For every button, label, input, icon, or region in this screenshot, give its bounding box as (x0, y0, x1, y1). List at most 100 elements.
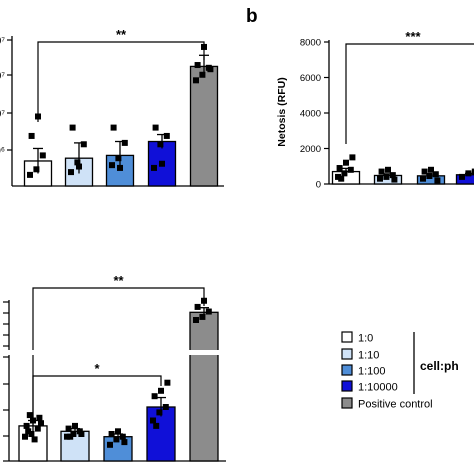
data-point (64, 433, 70, 440)
panel-b-chart: 0 2000 4000 6000 8000 *** (300, 29, 474, 191)
panel-b-y-tick-label: 6000 (300, 73, 321, 84)
data-point (150, 417, 156, 424)
panel-b-y-tick-label: 8000 (300, 38, 321, 49)
data-point (115, 155, 122, 162)
data-point (391, 176, 398, 183)
legend: 1:0 1:10 1:100 1:10000 Positive control cell:… (341, 331, 459, 411)
data-point (378, 168, 385, 175)
data-point (343, 159, 349, 166)
data-point (23, 422, 30, 429)
bar-5 (189, 65, 219, 187)
data-point (193, 317, 199, 323)
panel-b-y-tick-label: 4000 (300, 109, 321, 120)
data-point (471, 168, 474, 175)
data-point (156, 409, 163, 416)
data-point (164, 379, 171, 386)
panel-label-b: b (246, 6, 258, 27)
data-point (459, 173, 465, 180)
data-point (151, 393, 158, 400)
panel-a-y-tick-label: 10⁷ (0, 71, 5, 82)
significance-bracket-1 (345, 43, 474, 144)
data-point (194, 303, 201, 310)
legend-group-label: cell:ph (420, 359, 459, 373)
panel-c-chart: *** (0, 273, 226, 462)
data-point (65, 425, 72, 432)
data-point (121, 439, 128, 446)
data-point (121, 139, 128, 146)
data-point (341, 170, 348, 177)
data-point (383, 173, 390, 180)
data-point (207, 66, 214, 73)
data-point (389, 172, 396, 179)
data-point (119, 433, 126, 440)
significance-label-1: * (94, 361, 100, 376)
data-point (385, 166, 391, 173)
significance-label-1: *** (405, 29, 421, 44)
significance-bracket-1 (37, 41, 205, 122)
data-point (70, 431, 77, 437)
legend-label-2: 1:10 (358, 350, 379, 362)
data-point (28, 431, 35, 437)
data-point (78, 431, 85, 437)
legend-label-5: Positive control (358, 399, 433, 411)
data-point (25, 428, 32, 435)
panel-a-chart: 10⁷ 10⁷ 10⁷ 10⁶ ** (0, 27, 224, 187)
panel-b-y-tick-label: 0 (316, 180, 321, 191)
data-point (74, 159, 81, 166)
legend-label-4: 1:10000 (358, 382, 398, 394)
data-point (338, 175, 345, 182)
data-point (68, 169, 74, 176)
data-point (205, 308, 212, 315)
data-point (157, 141, 164, 148)
data-point (377, 175, 383, 182)
bar-4 (146, 406, 176, 462)
data-point (107, 441, 113, 448)
data-point (193, 77, 199, 84)
data-point (22, 433, 28, 440)
legend-label-3: 1:100 (358, 366, 386, 378)
legend-swatch-1 (341, 331, 353, 343)
data-point (194, 62, 201, 69)
data-point (76, 163, 82, 170)
panel-a-y-tick-label: 10⁶ (0, 146, 5, 157)
data-point (336, 165, 343, 172)
legend-swatch-2 (341, 348, 353, 360)
data-point (153, 422, 160, 429)
data-point (28, 132, 35, 139)
data-point (162, 404, 169, 410)
data-point (163, 132, 170, 139)
data-point (159, 160, 165, 167)
data-point (420, 175, 426, 182)
panel-c-axis-break (0, 350, 226, 355)
data-point (428, 166, 434, 173)
data-point (26, 412, 33, 419)
panel-b-y-tick-label: 2000 (300, 144, 321, 155)
data-point (110, 124, 117, 131)
data-point (109, 162, 115, 169)
significance-label-1: ** (116, 27, 127, 42)
data-point (151, 164, 157, 171)
data-point (108, 431, 115, 437)
panel-b-y-axis-label: Netosis (RFU) (276, 77, 288, 146)
bar-5 (189, 311, 219, 462)
data-point (421, 168, 428, 175)
data-point (199, 313, 206, 320)
data-point (69, 124, 76, 131)
significance-bracket-1 (32, 375, 162, 425)
data-point (34, 425, 41, 432)
panel-a-y-tick-label: 10⁷ (0, 109, 5, 120)
data-point (152, 124, 159, 131)
data-point (347, 166, 354, 173)
data-point (158, 387, 164, 394)
data-point (67, 433, 74, 440)
data-point (72, 422, 78, 429)
data-point (80, 141, 87, 148)
data-point (38, 420, 44, 427)
data-point (36, 414, 43, 421)
data-point (115, 428, 121, 435)
data-point (434, 177, 441, 184)
legend-swatch-4 (341, 380, 353, 392)
data-point (39, 152, 46, 159)
legend-swatch-3 (341, 364, 353, 376)
